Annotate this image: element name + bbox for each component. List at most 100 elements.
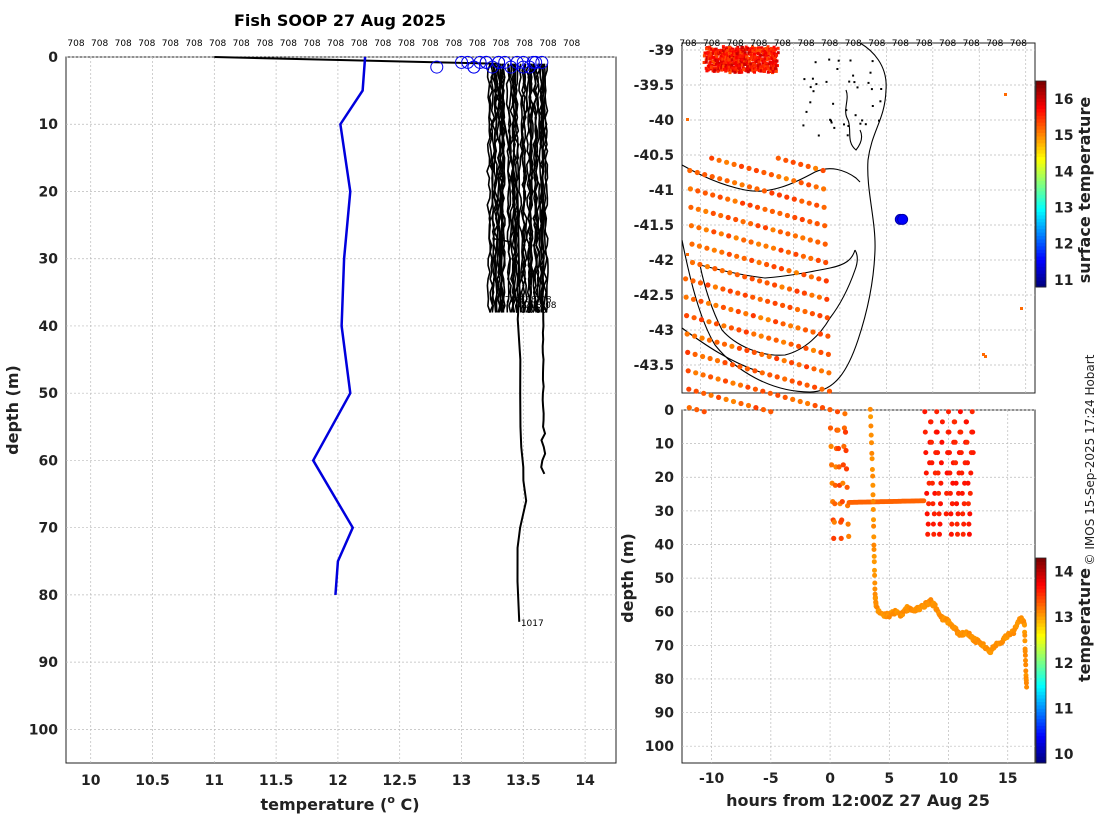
temperature-dot [810, 329, 816, 335]
colorbar-segment [1036, 101, 1046, 106]
temperature-dot [968, 470, 974, 476]
sst-pixel [746, 70, 750, 74]
temperature-dot [949, 521, 955, 527]
temperature-dot [709, 155, 715, 161]
temperature-dot [721, 341, 728, 347]
temperature-dot [759, 351, 765, 357]
sst-pixel [769, 61, 772, 65]
sst-pixel [770, 52, 774, 56]
map-top-label: 708 [821, 39, 838, 49]
temperature-dot [805, 163, 811, 169]
sst-pixel [727, 69, 731, 73]
temperature-dot [801, 290, 808, 296]
colorbar-segment [1036, 581, 1046, 586]
temperature-dot [846, 533, 852, 540]
sst-pixel [758, 48, 762, 52]
island-dot [812, 90, 815, 93]
temperature-dot [742, 292, 748, 298]
cast-trace [527, 63, 534, 313]
cast-trace [528, 63, 534, 313]
cast-trace [507, 63, 513, 313]
profile-end-label: 708 [510, 301, 527, 311]
map-y-tick-label: -40 [649, 113, 675, 129]
temperature-dot [765, 317, 771, 323]
temperature-dot [731, 161, 737, 167]
temperature-dot [817, 331, 824, 337]
island-dot [871, 60, 874, 63]
colorbar-segment [1036, 235, 1046, 240]
temperature-dot [868, 423, 874, 429]
sst-pixel [711, 49, 715, 53]
temperature-dot [693, 370, 699, 376]
temperature-dot [704, 245, 710, 251]
sst-pixel [984, 355, 987, 358]
colorbar-tick-label: 15 [1054, 128, 1073, 144]
temperature-dot [754, 186, 760, 192]
map-surface-temperature-pixels [686, 45, 1023, 358]
temperature-dot [717, 194, 723, 200]
colorbar-segment [1036, 681, 1046, 685]
section-y-tick-label: 60 [655, 605, 675, 621]
temperature-dot [697, 261, 703, 268]
temperature-dot [841, 425, 848, 431]
temperature-dot [810, 347, 817, 353]
colorbar-segment [1036, 105, 1046, 109]
sst-pixel [741, 50, 745, 54]
island-dot [878, 119, 880, 122]
temperature-dot [728, 306, 734, 313]
section-y-tick-label: 0 [664, 403, 674, 419]
temperature-dot [825, 351, 832, 357]
temperature-dot [816, 276, 822, 282]
colorbar-tick-label: 11 [1054, 701, 1073, 717]
temperature-dot [773, 337, 779, 343]
temperature-dot [694, 407, 700, 413]
temperature-dot [828, 443, 834, 449]
sst-pixel [766, 65, 770, 69]
temperature-dot [1023, 668, 1029, 674]
section-x-tick-label: -10 [699, 771, 725, 787]
temperature-dot [769, 190, 775, 196]
temperature-dot [740, 219, 746, 225]
temperature-dot [729, 343, 735, 349]
colorbar-segment [1036, 166, 1046, 171]
temperature-dot [826, 370, 832, 376]
cast-trace [535, 63, 541, 313]
sst-pixel [705, 47, 709, 51]
temperature-dot [954, 521, 960, 527]
temperature-dot [826, 388, 833, 394]
temperature-dot [808, 255, 814, 261]
temperature-dot [843, 466, 850, 472]
temperature-dot [762, 225, 769, 231]
temperature-dot [798, 161, 804, 167]
sst-pixel [776, 46, 780, 50]
sst-pixel [753, 52, 756, 56]
temperature-dot [824, 315, 830, 321]
sst-pixel [762, 64, 766, 67]
temperature-dot [711, 229, 717, 235]
map-y-tick-label: -39 [649, 43, 674, 59]
temperature-dot [793, 251, 799, 257]
temperature-dot [710, 192, 716, 198]
colorbar-segment [1036, 698, 1046, 702]
temperature-dot [932, 602, 938, 608]
temperature-dot [686, 386, 692, 392]
temperature-dot [842, 411, 848, 417]
map-top-label: 708 [892, 39, 909, 49]
sst-pixel [767, 57, 771, 61]
y-tick-label: 40 [39, 319, 59, 335]
section-axes-frame [681, 409, 1036, 764]
temperature-dot [871, 542, 877, 548]
temperature-dot [954, 501, 960, 507]
sst-pixel [727, 61, 731, 65]
temperature-dot [785, 249, 792, 255]
temperature-dot [769, 208, 776, 214]
colorbar-segment [1036, 108, 1046, 113]
temperature-dot [818, 368, 825, 374]
temperature-dot [688, 223, 695, 229]
temperature-dot [959, 490, 965, 496]
map-y-tick-label: -40.5 [634, 148, 674, 164]
temperature-dot [967, 490, 973, 496]
sst-pixel [715, 62, 718, 66]
colorbar-segment [1036, 262, 1046, 267]
sst-pixel [711, 55, 715, 59]
